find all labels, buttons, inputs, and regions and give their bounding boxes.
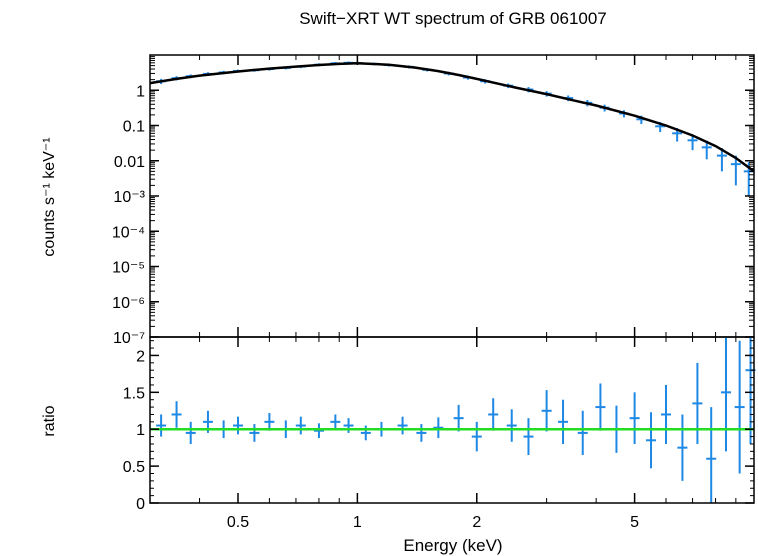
top-y-tick-label: 0.01 <box>114 154 145 171</box>
top-y-tick-label: 10⁻³ <box>113 189 145 206</box>
top-y-axis-label: counts s⁻¹ keV⁻¹ <box>41 137 58 256</box>
top-y-tick-label: 10⁻⁷ <box>113 330 145 347</box>
ratio-panel: 0 0.5 1 1.5 2 0.5 1 2 5 <box>123 336 756 531</box>
x-tick-label: 5 <box>630 514 639 531</box>
bottom-y-tick-label: 1 <box>136 422 145 439</box>
top-plot-frame <box>149 54 755 338</box>
top-y-tick-label: 10⁻⁴ <box>112 224 145 241</box>
bottom-y-tick-label: 1.5 <box>123 385 145 402</box>
spectrum-panel: 1 0.1 0.01 10⁻³ 10⁻⁴ 10⁻⁵ 10⁻⁶ 10⁻⁷ <box>112 54 755 347</box>
x-tick-label: 1 <box>353 514 362 531</box>
x-tick-label: 0.5 <box>227 514 249 531</box>
top-y-tick-label: 0.1 <box>123 119 145 136</box>
bottom-y-tick-label: 0 <box>136 496 145 513</box>
x-tick-label: 2 <box>472 514 481 531</box>
bottom-y-axis-label: ratio <box>41 405 58 436</box>
top-y-tick-label: 10⁻⁶ <box>112 295 145 312</box>
model-line <box>149 62 755 173</box>
chart-title: Swift−XRT WT spectrum of GRB 061007 <box>299 9 607 28</box>
top-y-tick-label: 1 <box>136 83 145 100</box>
bottom-plot-frame <box>149 336 755 504</box>
bottom-y-tick-label: 0.5 <box>123 459 145 476</box>
bottom-y-tick-label: 2 <box>136 348 145 365</box>
x-axis-label: Energy (keV) <box>403 536 502 555</box>
top-y-tick-label: 10⁻⁵ <box>112 260 145 277</box>
